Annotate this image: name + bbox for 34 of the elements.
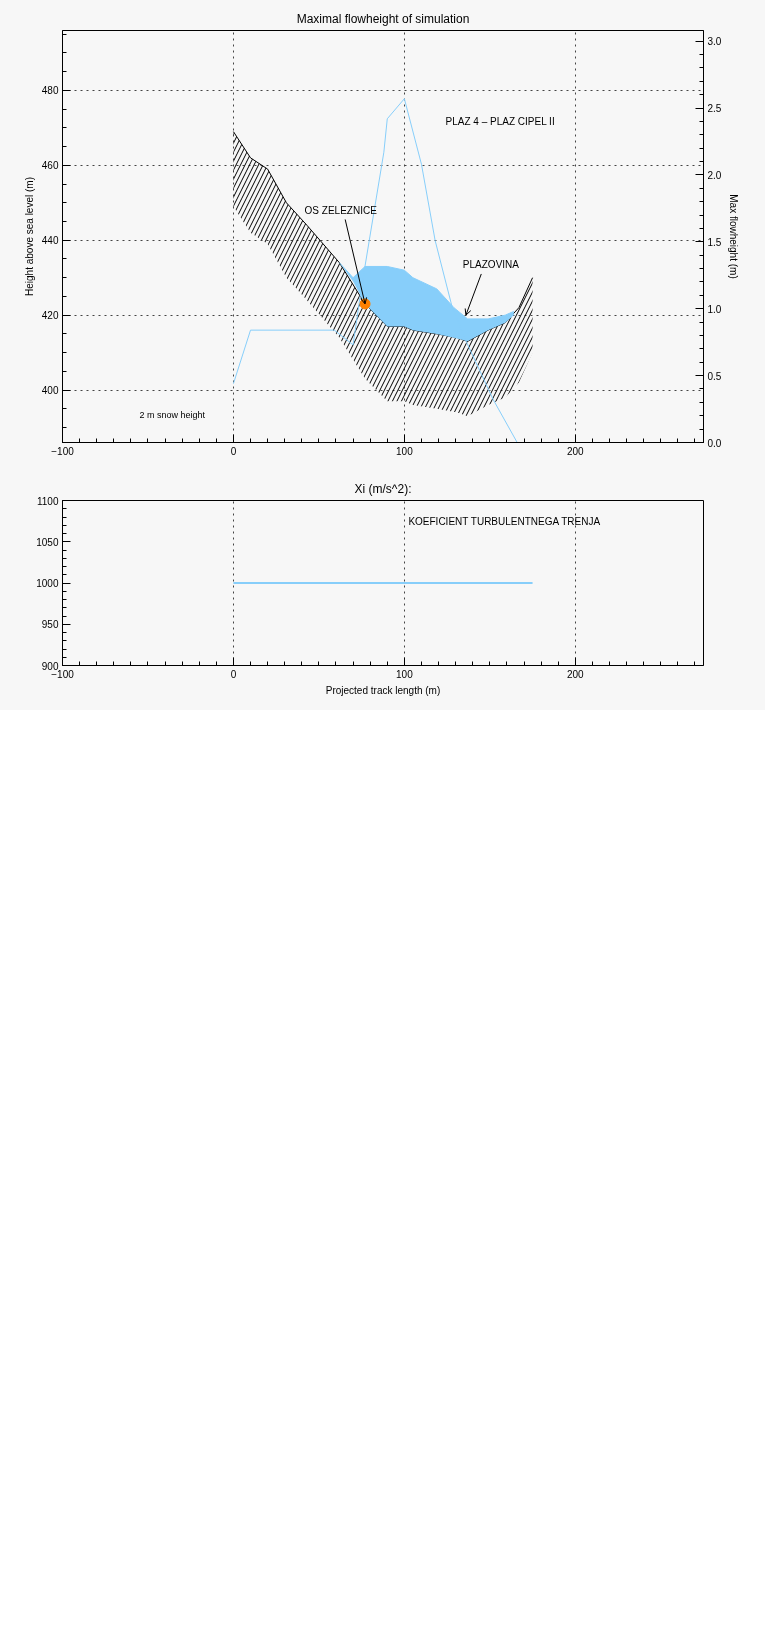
y-tick-label: 480 xyxy=(41,85,59,97)
x-tick-label: 0 xyxy=(230,445,237,457)
x-tick-label: 100 xyxy=(396,668,414,680)
y-tick-label: 1000 xyxy=(36,578,59,589)
y2-tick-label: 0.5 xyxy=(707,370,722,382)
line-series xyxy=(232,131,534,342)
x-tick-label: 0 xyxy=(230,668,237,680)
x-tick-label: −100 xyxy=(51,445,75,457)
y-tick-label: 460 xyxy=(41,160,59,172)
x-tick-label: 200 xyxy=(566,668,585,680)
annotation: PLAZOVINA xyxy=(462,258,520,270)
y2-tick-label: 1.0 xyxy=(707,303,722,315)
annotation: KOEFICIENT TURBULENTNEGA TRENJA xyxy=(408,516,601,528)
annotation: OS ZELEZNICE xyxy=(304,204,378,216)
y2-tick-label: 2.5 xyxy=(707,103,722,115)
chart-title: Xi (m/s^2): xyxy=(354,481,412,496)
x-tick-label: 100 xyxy=(396,445,414,457)
y2-tick-label: 0.0 xyxy=(707,437,722,449)
y-tick-label: 420 xyxy=(41,310,59,322)
y-tick-label: 400 xyxy=(41,385,59,397)
x-axis-title: Projected track length (m) xyxy=(325,684,441,696)
y-axis-title: Height above sea level (m) xyxy=(23,177,35,296)
annotation: 2 m snow height xyxy=(139,409,206,420)
y2-tick-label: 3.0 xyxy=(707,36,722,48)
y-tick-label: 1050 xyxy=(36,536,59,548)
y-tick-label: 950 xyxy=(41,619,59,631)
y-tick-label: 1100 xyxy=(37,495,59,507)
chart-title: Maximal flowheight of simulation xyxy=(296,11,470,26)
y2-axis-title: Max flowheight (m) xyxy=(728,194,740,279)
y2-tick-label: 1.5 xyxy=(707,236,722,248)
y-tick-label: 440 xyxy=(41,235,59,247)
y2-tick-label: 2.0 xyxy=(707,169,722,181)
annotation: PLAZ 4 – PLAZ CIPEL II xyxy=(445,115,555,127)
x-tick-label: 200 xyxy=(566,445,585,457)
